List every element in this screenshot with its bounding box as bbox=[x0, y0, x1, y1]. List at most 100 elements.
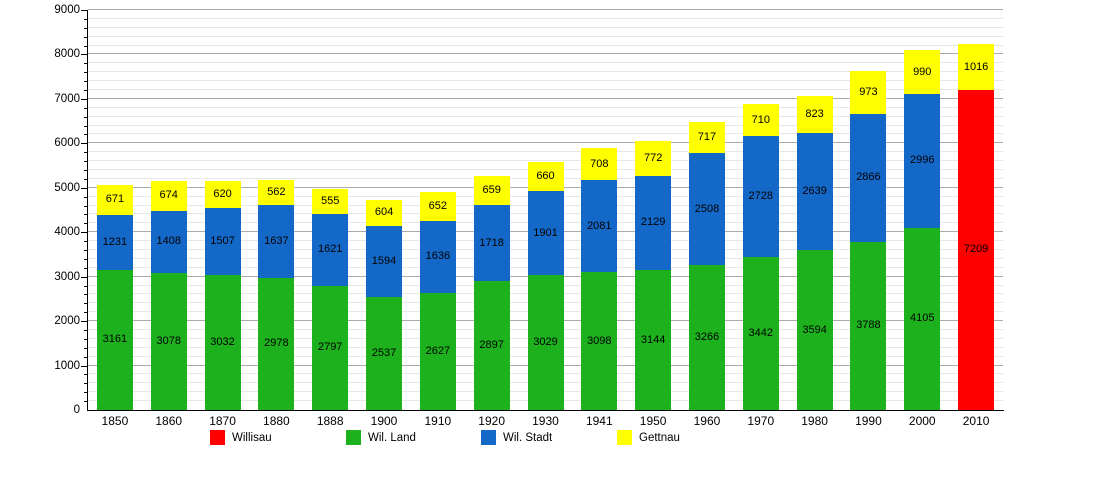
y-axis-tick bbox=[84, 152, 87, 154]
bar-segment-wil-stadt: 2996 bbox=[904, 94, 941, 228]
bar-value-label: 3788 bbox=[856, 319, 881, 332]
minor-gridline bbox=[88, 80, 1003, 82]
y-axis-tick bbox=[84, 81, 87, 83]
bar-1888: 2797 1621 555 bbox=[312, 10, 349, 410]
bar-segment-wil-land: 2797 bbox=[312, 285, 349, 410]
bar-1870: 3032 1507 620 bbox=[204, 10, 241, 410]
bar-value-label: 3266 bbox=[694, 330, 720, 343]
y-axis-tick bbox=[84, 383, 87, 385]
minor-gridline bbox=[88, 160, 1003, 162]
bar-value-label: 3144 bbox=[640, 333, 666, 346]
minor-gridline bbox=[88, 44, 1003, 46]
bar-value-label: 1016 bbox=[963, 60, 989, 73]
minor-gridline bbox=[88, 62, 1003, 64]
bar-value-label: 3442 bbox=[748, 327, 774, 340]
x-axis-label-1980: 1980 bbox=[801, 414, 828, 428]
bar-segment-wil-stadt: 2081 bbox=[581, 179, 618, 273]
y-axis-tick bbox=[84, 205, 87, 207]
willisau-color-swatch bbox=[210, 430, 225, 445]
bar-value-label: 3078 bbox=[156, 335, 181, 348]
y-axis-tick bbox=[84, 347, 87, 349]
minor-gridline bbox=[88, 151, 1003, 153]
bar-segment-gettnau: 562 bbox=[258, 179, 295, 205]
y-axis-tick bbox=[81, 276, 87, 278]
bar-segment-wil-stadt: 2129 bbox=[635, 175, 672, 271]
bar-1900: 2537 1594 604 bbox=[366, 10, 403, 410]
minor-gridline bbox=[88, 71, 1003, 73]
bar-segment-wil-land: 2978 bbox=[258, 277, 295, 410]
y-axis-tick bbox=[84, 338, 87, 340]
bar-segment-willisau: 7209 bbox=[958, 89, 995, 410]
bar-value-label: 2129 bbox=[640, 216, 666, 229]
gettnau-color-swatch bbox=[617, 430, 632, 445]
bar-segment-wil-stadt: 1901 bbox=[527, 190, 564, 276]
bar-value-label: 2639 bbox=[802, 185, 827, 198]
bar-value-label: 2797 bbox=[317, 341, 343, 354]
bar-segment-wil-land: 3078 bbox=[150, 273, 187, 410]
bar-1930: 3029 1901 660 bbox=[527, 10, 564, 410]
bar-value-label: 3161 bbox=[102, 333, 128, 346]
bar-segment-wil-stadt: 2728 bbox=[742, 135, 779, 258]
bar-value-label: 7209 bbox=[963, 243, 989, 256]
y-axis-tick bbox=[84, 27, 87, 29]
bar-segment-wil-land: 2537 bbox=[366, 297, 403, 410]
x-axis-label-1950: 1950 bbox=[639, 414, 667, 428]
y-axis-label: 6000 bbox=[54, 137, 80, 150]
bar-value-label: 710 bbox=[751, 113, 770, 126]
y-axis-tick bbox=[81, 187, 87, 189]
y-axis-tick bbox=[81, 232, 87, 234]
bar-1960: 3266 2508 717 bbox=[688, 10, 725, 410]
y-axis-label: 2000 bbox=[54, 315, 80, 328]
bar-1860: 3078 1408 674 bbox=[150, 10, 187, 410]
bar-segment-wil-land: 3788 bbox=[850, 241, 887, 410]
bar-value-label: 1231 bbox=[102, 235, 128, 248]
y-axis-label: 1000 bbox=[54, 359, 80, 372]
y-axis-tick bbox=[84, 125, 87, 127]
bar-value-label: 562 bbox=[267, 185, 286, 198]
bar-2010: 7209 1016 bbox=[958, 10, 995, 410]
minor-gridline bbox=[88, 17, 1003, 19]
y-axis-tick bbox=[84, 214, 87, 216]
bar-segment-gettnau: 717 bbox=[688, 121, 725, 154]
y-axis-tick bbox=[84, 178, 87, 180]
y-axis-label: 8000 bbox=[54, 48, 80, 61]
bar-1990: 3788 2866 973 bbox=[850, 10, 887, 410]
bar-segment-wil-stadt: 1231 bbox=[96, 214, 133, 270]
x-axis-label-1990: 1990 bbox=[855, 414, 882, 428]
bar-value-label: 1594 bbox=[371, 255, 397, 268]
bar-value-label: 1408 bbox=[156, 235, 181, 248]
bar-segment-wil-land: 3594 bbox=[796, 250, 833, 410]
x-axis-label-1870: 1870 bbox=[209, 414, 236, 428]
bar-segment-wil-stadt: 1636 bbox=[419, 220, 456, 294]
bar-segment-wil-land: 3161 bbox=[96, 269, 133, 410]
minor-gridline bbox=[88, 115, 1003, 117]
minor-gridline bbox=[88, 89, 1003, 90]
major-gridline bbox=[88, 97, 1003, 99]
legend-label-gettnau: Gettnau bbox=[639, 432, 680, 444]
bar-segment-wil-land: 2897 bbox=[473, 281, 510, 410]
x-axis-label-1860: 1860 bbox=[155, 414, 183, 428]
y-axis-tick bbox=[84, 285, 87, 287]
bar-value-label: 772 bbox=[643, 152, 663, 164]
y-axis-label: 5000 bbox=[54, 181, 80, 194]
minor-gridline bbox=[88, 124, 1003, 126]
bar-value-label: 4105 bbox=[910, 312, 935, 325]
bar-segment-gettnau: 823 bbox=[796, 96, 833, 133]
bar-value-label: 973 bbox=[859, 86, 878, 99]
bar-value-label: 1507 bbox=[210, 235, 235, 248]
y-axis-tick bbox=[81, 98, 87, 100]
y-axis-tick bbox=[84, 250, 87, 251]
bar-value-label: 2897 bbox=[479, 339, 504, 352]
bar-1910: 2627 1636 652 bbox=[419, 10, 456, 410]
y-axis-tick bbox=[84, 374, 87, 376]
x-axis-label-1970: 1970 bbox=[747, 414, 775, 428]
major-gridline bbox=[88, 53, 1003, 55]
bar-value-label: 2728 bbox=[748, 189, 774, 202]
bar-value-label: 3029 bbox=[533, 336, 558, 349]
major-gridline bbox=[88, 9, 1003, 10]
bar-value-label: 3098 bbox=[587, 334, 612, 347]
bar-1980: 3594 2639 823 bbox=[796, 10, 833, 410]
bar-value-label: 2866 bbox=[856, 171, 881, 184]
y-axis-tick bbox=[84, 196, 87, 198]
